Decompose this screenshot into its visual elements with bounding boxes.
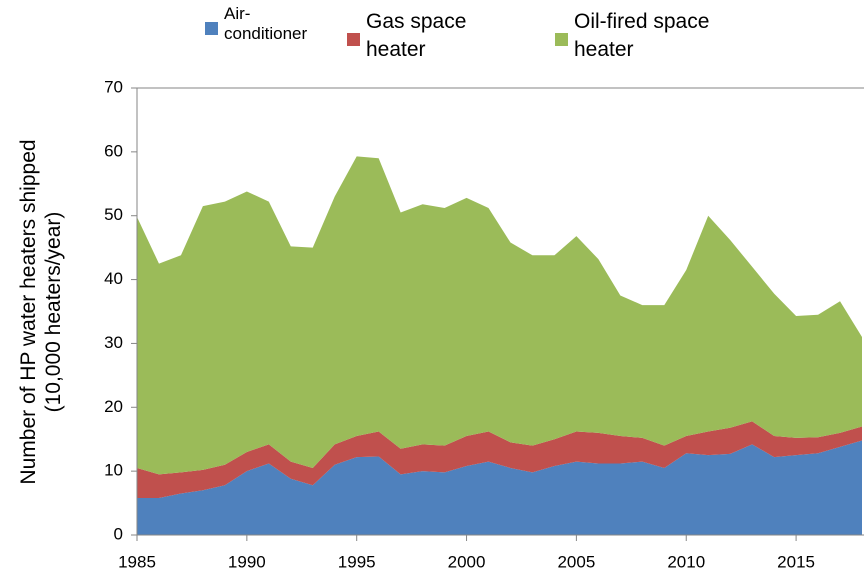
legend-item: Air-conditioner (205, 4, 319, 44)
area (137, 440, 862, 535)
legend-swatch (205, 22, 218, 35)
area (137, 156, 862, 475)
y-tick-label: 60 (104, 141, 123, 160)
y-tick-label: 20 (104, 397, 123, 416)
y-tick-label: 70 (104, 77, 123, 96)
area (137, 421, 862, 498)
legend-item: Gas space heater (347, 8, 516, 64)
x-tick-label: 2015 (777, 552, 815, 571)
x-tick-label: 2010 (667, 552, 705, 571)
legend-item: Oil-fired space heater (555, 8, 774, 64)
x-tick-label: 2000 (448, 552, 486, 571)
legend-swatch (555, 33, 568, 47)
x-tick-label: 2005 (557, 552, 595, 571)
y-tick-label: 40 (104, 269, 123, 288)
y-tick-label: 10 (104, 461, 123, 480)
x-tick-label: 1995 (338, 552, 376, 571)
x-tick-label: 1985 (118, 552, 156, 571)
legend-label: Oil-fired space heater (574, 10, 710, 61)
legend-label: Air-conditioner (224, 4, 308, 43)
legend-swatch (347, 33, 360, 47)
x-tick-label: 1990 (228, 552, 266, 571)
y-tick-label: 0 (114, 524, 123, 543)
y-axis-label: Number of HP water heaters shipped (10,0… (17, 139, 65, 485)
y-tick-label: 50 (104, 205, 123, 224)
legend-label: Gas space heater (366, 10, 467, 61)
y-tick-label: 30 (104, 333, 123, 352)
